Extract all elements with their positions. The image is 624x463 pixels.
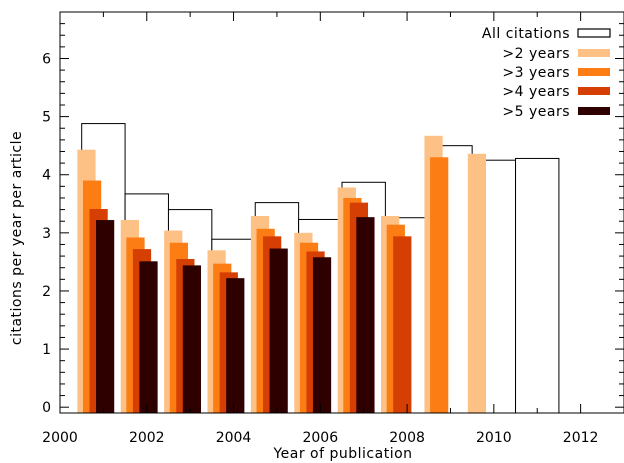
bar-series4-2005	[269, 248, 288, 413]
y-tick-label: 2	[42, 284, 51, 300]
bar-series3-2008	[393, 236, 412, 413]
legend-swatch	[577, 28, 611, 38]
x-tick-label: 2004	[216, 430, 252, 446]
x-axis-label: Year of publication	[272, 446, 412, 462]
x-tick-label: 2000	[42, 430, 78, 446]
bar-series4-2006	[312, 257, 332, 413]
y-tick-label: 6	[42, 51, 51, 67]
bar-series4-2004	[226, 278, 245, 413]
y-tick-label: 3	[42, 226, 51, 242]
plot-frame	[59, 11, 624, 414]
x-tick-label: 2006	[302, 430, 338, 446]
legend: All citations >2 years >3 years >4 years >5 …	[482, 26, 611, 120]
legend-label: >4 years	[502, 84, 570, 100]
legend-swatch	[578, 107, 610, 115]
y-tick-label: 1	[42, 342, 51, 358]
y-axis-label: citations per year per article	[9, 131, 25, 345]
x-tick-label: 2008	[389, 430, 425, 446]
legend-label: >5 years	[502, 104, 570, 120]
x-tick-label: 2010	[476, 430, 512, 446]
x-tick-label: 2002	[129, 430, 165, 446]
legend-label: >2 years	[502, 46, 570, 62]
bar-series4-2007	[356, 217, 375, 413]
bar-series4-2001	[96, 220, 115, 413]
bar-series2-2009	[430, 157, 449, 413]
legend-swatch	[578, 87, 610, 95]
legend-label: >3 years	[502, 65, 570, 81]
y-tick-label: 5	[42, 110, 51, 126]
bars-layer	[77, 123, 560, 414]
bar-series4-2002	[139, 261, 158, 413]
y-tick-label: 0	[42, 400, 51, 416]
bar-series4-2003	[182, 265, 201, 413]
legend-label: All citations	[482, 26, 570, 42]
bar-series1-2010	[467, 153, 487, 413]
y-tick-label: 4	[42, 168, 51, 184]
bar-all-citations-2011	[515, 157, 560, 414]
x-tick-label: 2012	[563, 430, 599, 446]
legend-swatch	[578, 49, 610, 57]
legend-swatch	[578, 68, 610, 76]
